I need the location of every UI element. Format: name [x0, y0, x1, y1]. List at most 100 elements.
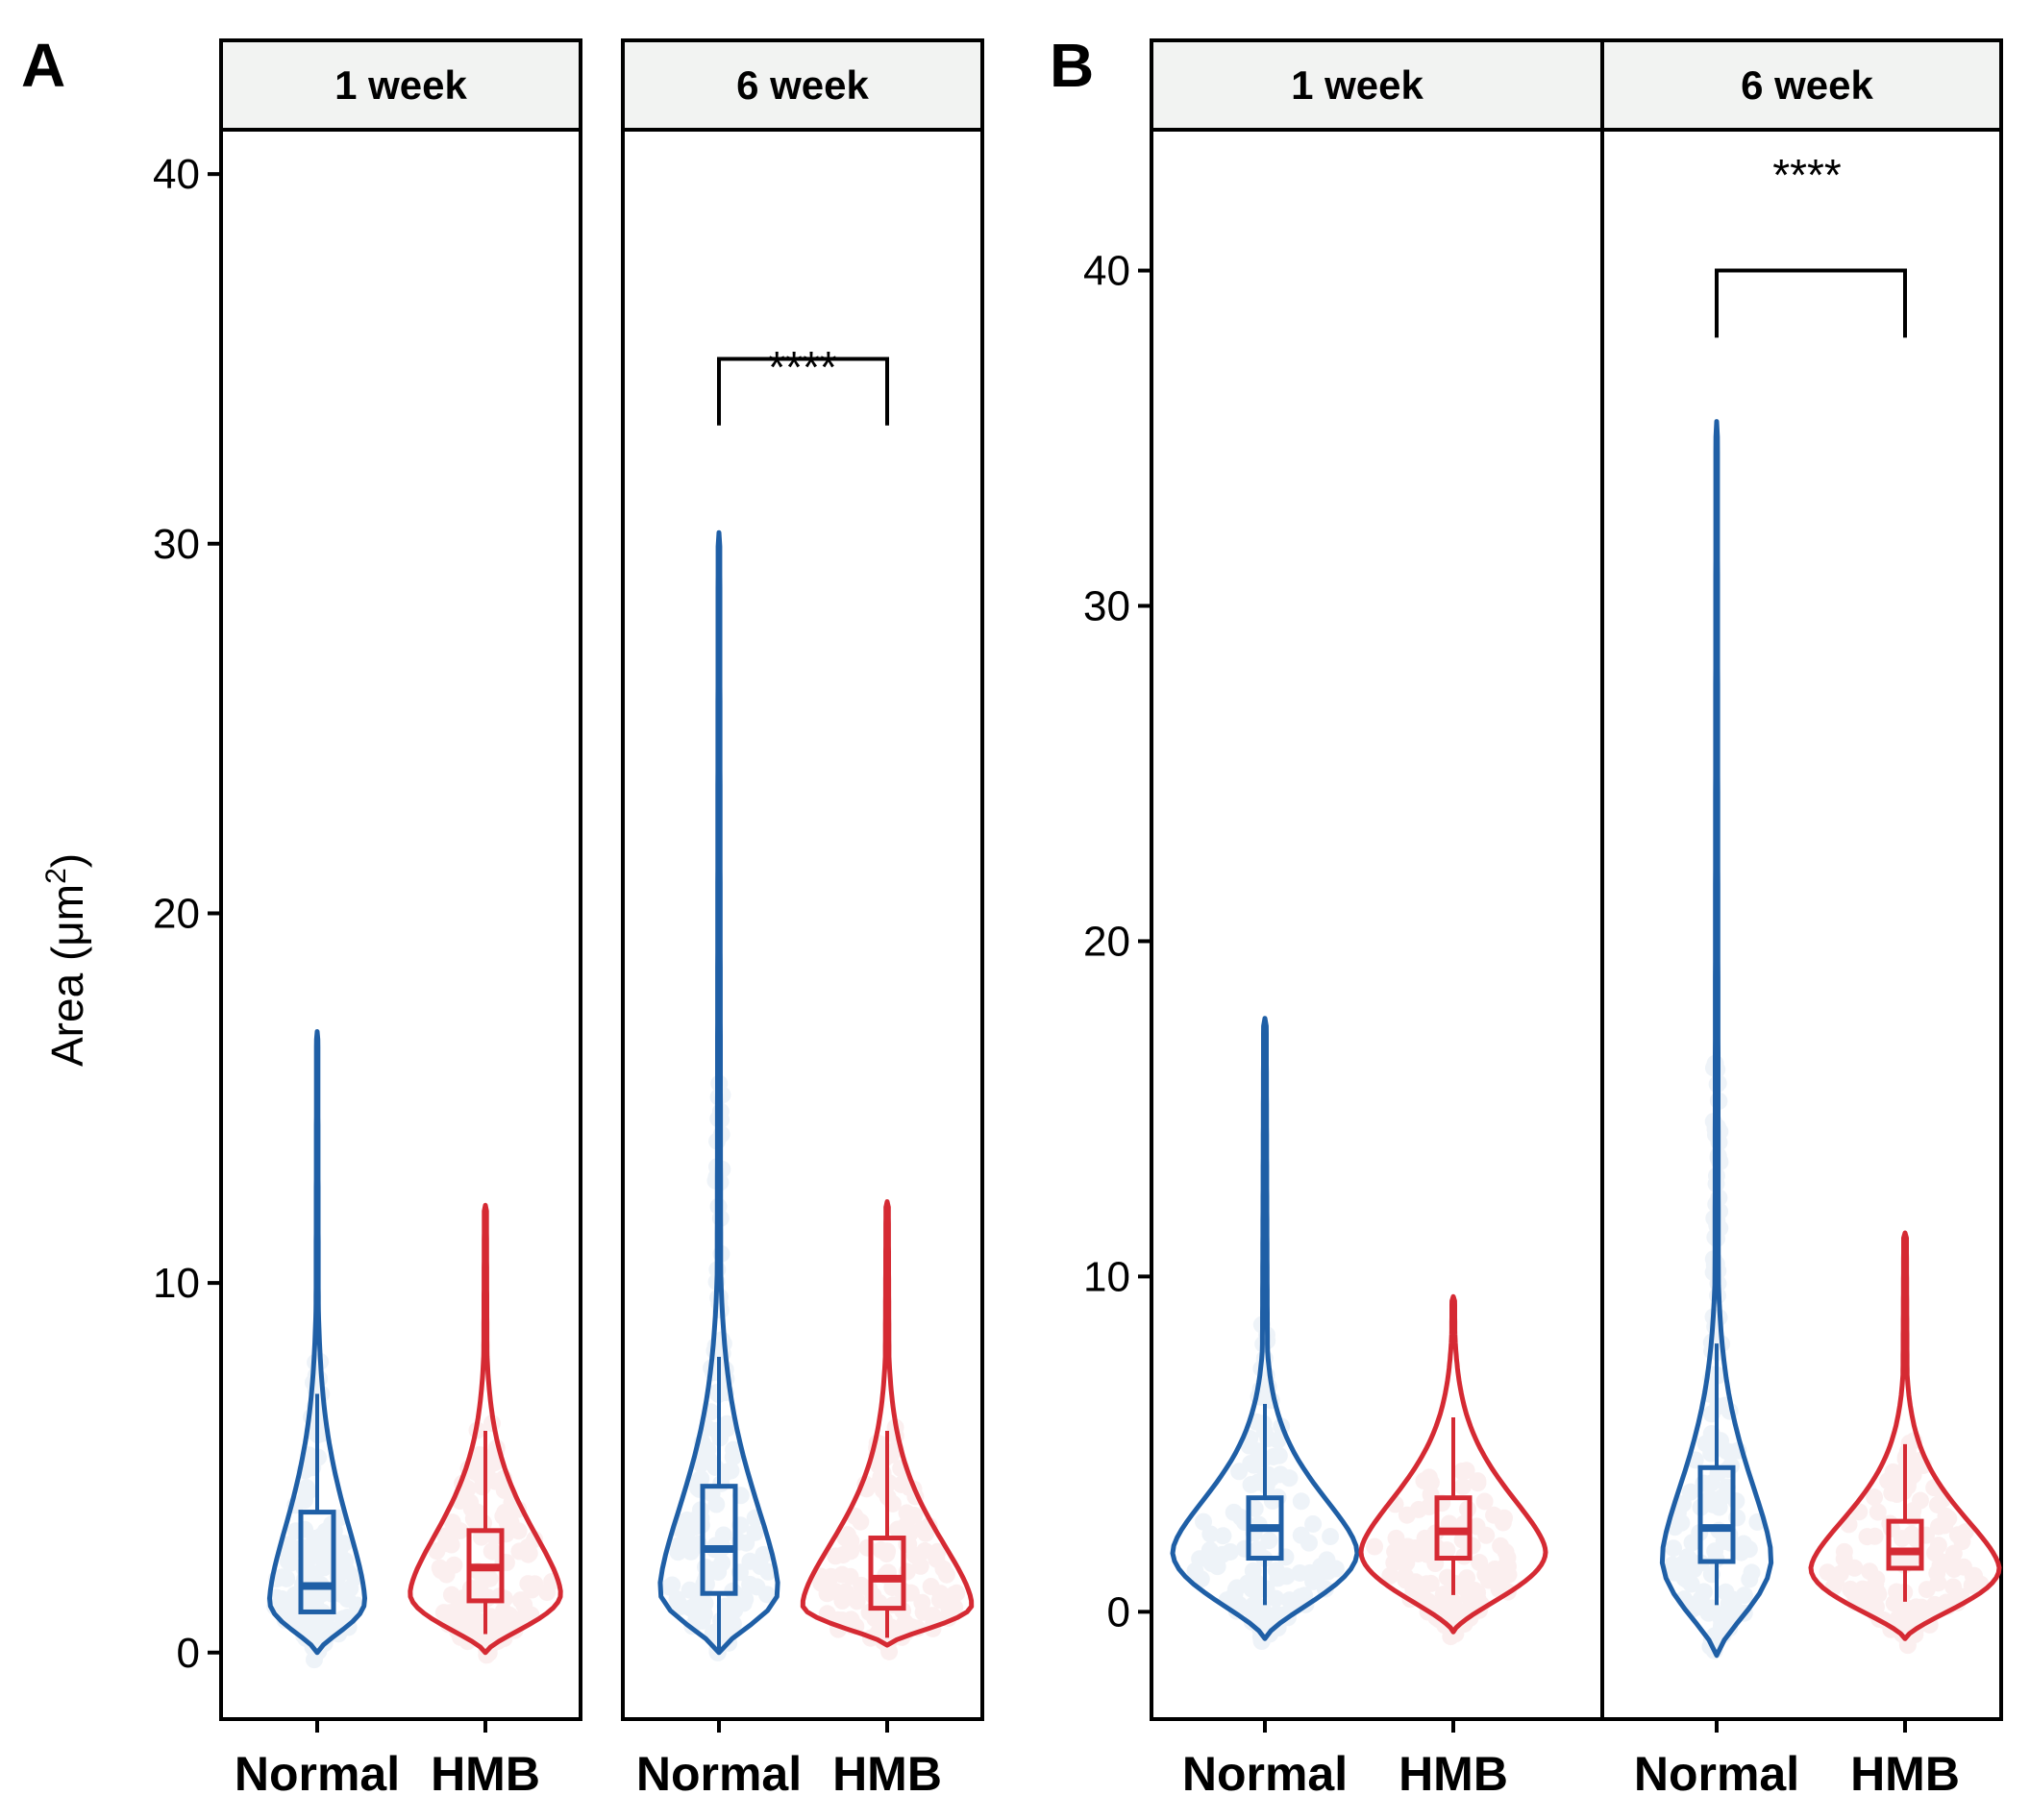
data-point	[282, 1554, 300, 1572]
facet-strip-label: 1 week	[1291, 62, 1423, 108]
data-point	[461, 1603, 480, 1621]
data-point	[948, 1584, 966, 1602]
data-point	[1461, 1596, 1479, 1614]
data-point	[1245, 1596, 1263, 1614]
data-point	[1259, 1611, 1277, 1629]
data-point	[298, 1479, 316, 1497]
data-point	[502, 1612, 520, 1631]
data-point	[1889, 1552, 1907, 1570]
data-point	[1201, 1525, 1220, 1543]
data-point	[1694, 1598, 1712, 1616]
data-point	[1665, 1539, 1683, 1558]
data-point	[315, 1618, 334, 1636]
data-point	[1706, 1542, 1724, 1561]
data-point	[1262, 1618, 1280, 1636]
data-point	[685, 1518, 704, 1537]
data-point	[1326, 1560, 1345, 1578]
data-point	[278, 1569, 296, 1587]
data-point	[911, 1557, 929, 1575]
data-point	[878, 1545, 896, 1563]
data-point	[827, 1547, 845, 1565]
data-point	[896, 1613, 914, 1632]
data-point	[1225, 1503, 1243, 1521]
data-point	[725, 1440, 743, 1459]
y-axis-title-superscript: 2	[40, 868, 72, 884]
data-point	[1242, 1601, 1260, 1619]
data-point	[1248, 1579, 1266, 1597]
data-point	[486, 1617, 505, 1636]
data-point	[1240, 1437, 1258, 1455]
data-point	[1493, 1570, 1511, 1588]
data-point	[1398, 1554, 1416, 1572]
violin-hmb	[408, 1202, 563, 1656]
data-point	[1893, 1530, 1911, 1548]
data-point	[1399, 1537, 1417, 1556]
box-normal	[1697, 1464, 1736, 1564]
data-point	[1732, 1543, 1750, 1562]
data-point	[1902, 1611, 1920, 1629]
data-point	[945, 1586, 963, 1604]
data-point	[458, 1480, 477, 1498]
y-tick-label-40: 40	[1083, 248, 1130, 295]
data-point	[899, 1616, 917, 1635]
data-point	[1944, 1578, 1963, 1596]
data-point	[1221, 1542, 1239, 1561]
facet-marks	[657, 529, 975, 1661]
data-point	[1948, 1526, 1967, 1544]
data-point	[1457, 1462, 1475, 1480]
data-point	[296, 1619, 314, 1637]
data-point	[1270, 1446, 1288, 1464]
data-point	[1925, 1595, 1943, 1613]
facet-strip	[219, 38, 582, 132]
data-point	[1857, 1582, 1875, 1600]
facet-strip	[1150, 38, 1604, 132]
data-point	[1416, 1529, 1434, 1547]
data-point	[1434, 1599, 1452, 1617]
data-point	[1446, 1598, 1464, 1616]
facet-a-1-week: 1 week Normal HMB	[219, 38, 582, 1801]
data-point	[1208, 1558, 1226, 1576]
data-point	[1249, 1473, 1267, 1491]
data-point	[718, 1606, 736, 1624]
data-point	[924, 1607, 942, 1625]
data-point	[1940, 1510, 1958, 1528]
data-point	[736, 1590, 755, 1609]
data-point	[304, 1621, 322, 1639]
data-point	[443, 1513, 461, 1532]
data-point	[1666, 1563, 1684, 1582]
data-point	[841, 1567, 859, 1586]
data-point	[726, 1601, 744, 1619]
data-point	[519, 1541, 537, 1560]
data-point	[713, 1554, 731, 1572]
data-point	[1434, 1586, 1452, 1604]
data-point	[1494, 1560, 1512, 1578]
data-point	[1247, 1604, 1265, 1622]
data-point	[741, 1575, 759, 1593]
data-point	[1269, 1431, 1287, 1449]
data-point	[1928, 1495, 1946, 1513]
data-point	[1292, 1492, 1310, 1511]
data-point	[663, 1576, 681, 1594]
data-point	[1904, 1611, 1922, 1629]
data-point	[870, 1611, 888, 1630]
group-normal	[1659, 419, 1774, 1660]
data-point	[1486, 1560, 1504, 1578]
data-point	[1386, 1542, 1404, 1561]
data-point	[1498, 1548, 1517, 1566]
data-point	[1827, 1572, 1845, 1590]
data-point	[440, 1604, 458, 1622]
data-point	[306, 1530, 324, 1548]
data-point	[461, 1493, 480, 1512]
data-point	[314, 1559, 333, 1577]
violin-hmb	[1358, 1293, 1548, 1635]
facet-strip	[621, 38, 984, 132]
data-point	[1272, 1465, 1290, 1484]
data-point	[692, 1469, 710, 1488]
data-point	[462, 1500, 481, 1518]
data-point	[1907, 1598, 1925, 1616]
data-point	[296, 1480, 314, 1498]
data-point	[913, 1520, 931, 1538]
data-point	[1300, 1563, 1319, 1582]
data-point	[1201, 1546, 1220, 1564]
data-point	[1683, 1534, 1701, 1552]
